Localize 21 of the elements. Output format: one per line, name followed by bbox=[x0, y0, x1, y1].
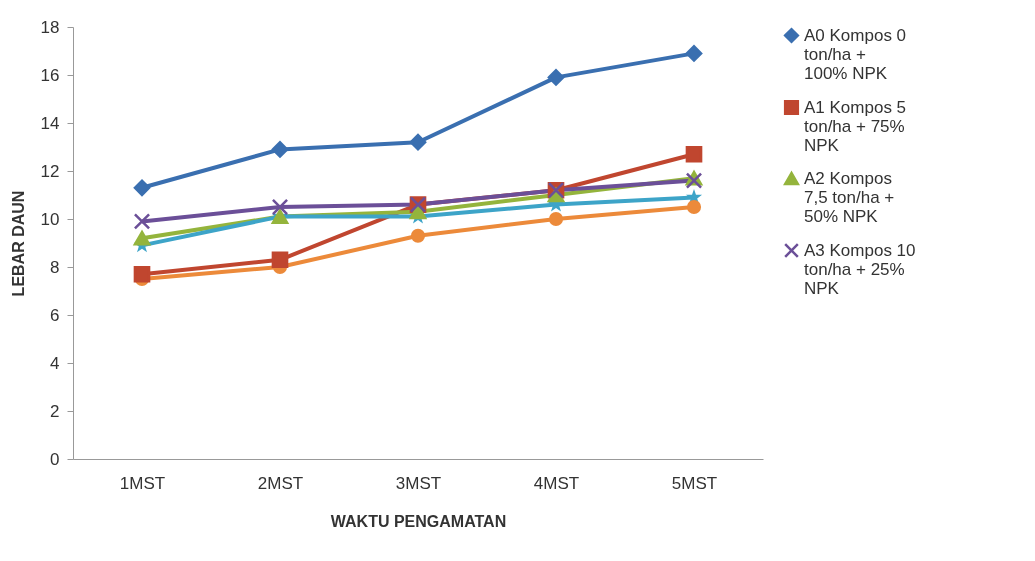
y-axis-title: LEBAR DAUN bbox=[9, 190, 27, 297]
y-tick-label: 0 bbox=[50, 449, 60, 469]
x-tick-label: 1MST bbox=[119, 473, 166, 493]
x-tick-label: 5MST bbox=[671, 473, 718, 493]
x-axis-title: WAKTU PENGAMATAN bbox=[330, 512, 507, 530]
x-tick-label: 4MST bbox=[533, 473, 580, 493]
legend-label: A2 Kompos 7,5 ton/ha + 50% NPK bbox=[804, 168, 895, 226]
y-tick-label: 10 bbox=[40, 209, 60, 229]
y-tick-label: 16 bbox=[40, 65, 60, 85]
legend-label: A0 Kompos 0 ton/ha + 100% NPK bbox=[804, 25, 907, 83]
x-tick-label: 3MST bbox=[395, 473, 442, 493]
y-tick-label: 8 bbox=[50, 257, 60, 277]
x-tick-label: 2MST bbox=[257, 473, 304, 493]
legend-label: A3 Kompos 10 ton/ha + 25% NPK bbox=[804, 240, 916, 298]
y-tick-label: 12 bbox=[40, 161, 60, 181]
y-tick-label: 6 bbox=[50, 305, 60, 325]
y-tick-label: 14 bbox=[40, 113, 60, 133]
y-tick-label: 2 bbox=[50, 401, 60, 421]
legend-label: A1 Kompos 5 ton/ha + 75% NPK bbox=[804, 97, 907, 155]
y-tick-label: 18 bbox=[40, 17, 60, 37]
y-tick-label: 4 bbox=[50, 353, 60, 373]
